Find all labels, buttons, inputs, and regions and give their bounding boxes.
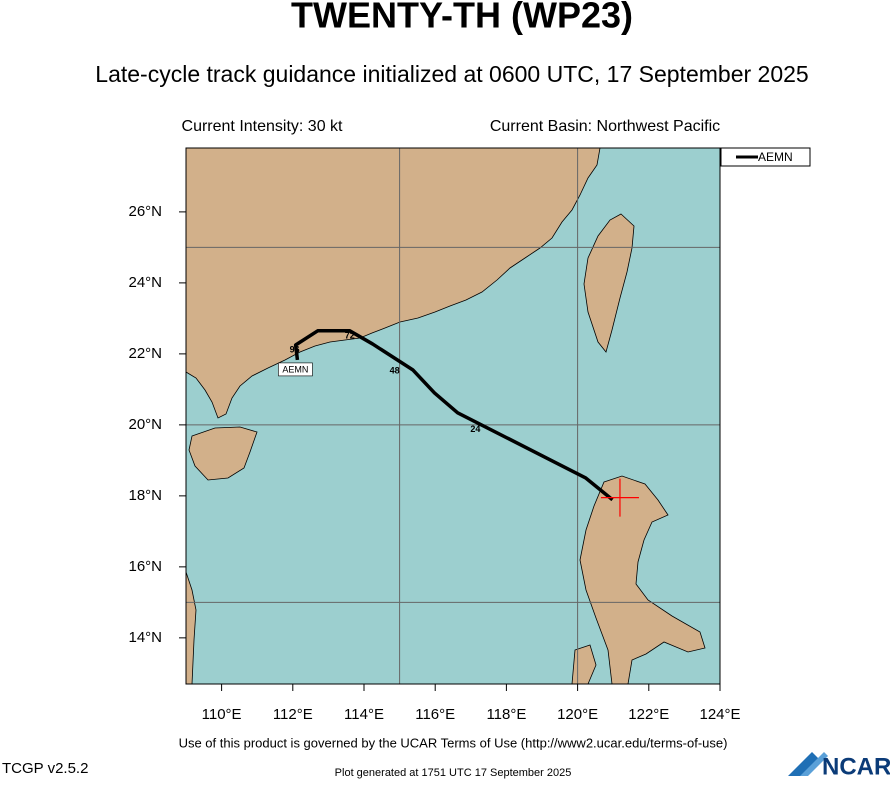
- x-tick-label: 120°E: [557, 706, 598, 723]
- x-tick-label: 122°E: [628, 706, 669, 723]
- hour-label: 96: [290, 345, 300, 355]
- current-position: [600, 478, 639, 517]
- logo-text: NCAR: [822, 753, 890, 780]
- y-tick-label: 20°N: [128, 416, 162, 433]
- land: [186, 148, 706, 684]
- hour-label: 48: [390, 365, 400, 375]
- y-tick-label: 18°N: [128, 487, 162, 504]
- track-end-label: AEMN: [282, 364, 308, 374]
- logo-mark: [788, 752, 820, 776]
- grid: [186, 148, 720, 684]
- x-tick-label: 116°E: [415, 706, 455, 723]
- title: TWENTY-TH (WP23): [291, 0, 633, 36]
- legend-label: AEMN: [758, 150, 793, 164]
- taiwan: [583, 213, 635, 353]
- x-tick-label: 114°E: [344, 706, 384, 723]
- terms: Use of this product is governed by the U…: [179, 735, 728, 750]
- y-tick-label: 14°N: [128, 629, 162, 646]
- track-line: [293, 329, 614, 502]
- y-tick-label: 24°N: [128, 274, 162, 291]
- x-tick-label: 112°E: [273, 706, 313, 723]
- hainan: [188, 426, 258, 481]
- axes: 110°E 112°E 114°E 116°E 118°E 120°E 122°E 124°E…: [128, 203, 740, 723]
- hour-label: 72: [345, 331, 355, 341]
- legend-box: [720, 147, 811, 167]
- x-tick-label: 110°E: [202, 706, 242, 723]
- luzon: [579, 475, 706, 684]
- map-frame: [185, 147, 721, 685]
- legend: AEMN: [720, 147, 811, 167]
- version: TCGP v2.5.2: [2, 760, 88, 777]
- x-tick-label: 118°E: [486, 706, 526, 723]
- mainland: [186, 148, 601, 419]
- generated: Plot generated at 1751 UTC 17 September …: [335, 767, 572, 779]
- y-tick-label: 16°N: [128, 558, 162, 575]
- y-tick-label: 26°N: [128, 203, 162, 220]
- logo: NCAR: [788, 752, 890, 780]
- y-tick-label: 22°N: [128, 345, 162, 362]
- track-layer: 24 48 72 96 AEMN: [278, 329, 614, 502]
- map: 24 48 72 96 AEMN: [186, 148, 720, 684]
- intensity: Current Intensity: 30 kt: [182, 118, 344, 135]
- track-end-box: [278, 362, 313, 377]
- vietnam: [186, 571, 197, 684]
- logo-mark: [800, 752, 828, 776]
- basin: Current Basin: Northwest Pacific: [490, 118, 720, 135]
- hour-label: 24: [470, 424, 480, 434]
- x-tick-label: 124°E: [699, 706, 740, 723]
- subtitle: Late-cycle track guidance initialized at…: [95, 61, 808, 87]
